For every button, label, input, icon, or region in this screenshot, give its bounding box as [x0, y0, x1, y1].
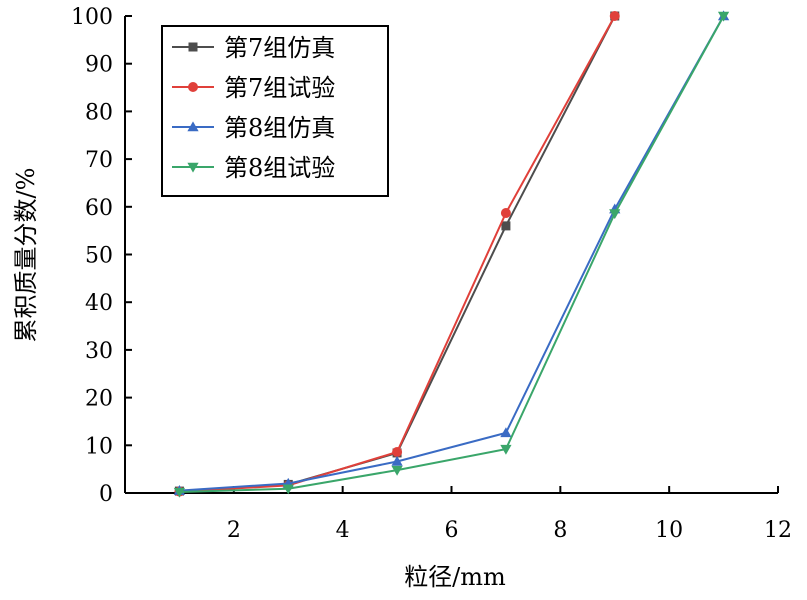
y-axis-title: 累积质量分数/% — [12, 168, 40, 343]
legend-label: 第8组试验 — [224, 154, 335, 182]
x-tick-label: 10 — [655, 518, 683, 543]
x-tick-label: 6 — [445, 518, 459, 543]
x-axis-title: 粒径/mm — [404, 563, 506, 591]
y-tick-label: 100 — [71, 5, 113, 30]
legend-label: 第7组试验 — [224, 74, 335, 102]
data-point-square — [501, 221, 511, 231]
axes: 0 10 20 30 40 50 60 70 80 90 100 2 4 6 8 10 12 — [71, 5, 792, 543]
data-point-circle — [500, 208, 511, 219]
data-point-triangle-down — [391, 465, 403, 476]
y-tick-label: 60 — [85, 196, 113, 221]
x-tick-label: 8 — [553, 518, 567, 543]
data-point-triangle-up — [391, 455, 403, 466]
data-point-triangle-down — [717, 11, 730, 22]
legend-label: 第8组仿真 — [224, 114, 335, 142]
x-tick-label: 2 — [227, 518, 241, 543]
data-point-triangle-up — [500, 427, 512, 438]
data-point-triangle-down — [609, 209, 621, 220]
data-point-circle — [188, 82, 198, 92]
y-tick-label: 90 — [85, 53, 113, 78]
y-tick-label: 70 — [85, 148, 113, 173]
legend-item: 第8组试验 — [172, 154, 335, 182]
plot-area — [173, 10, 730, 498]
series-line — [179, 15, 725, 494]
legend-item: 第7组仿真 — [172, 34, 335, 62]
data-point-square — [188, 42, 198, 52]
data-point-triangle-down — [187, 162, 199, 173]
series-line — [179, 15, 725, 492]
data-point-triangle-down — [500, 444, 512, 455]
data-point-triangle-up — [187, 121, 199, 132]
y-tick-label: 80 — [85, 100, 113, 125]
y-tick-label: 0 — [99, 482, 113, 507]
y-tick-label: 50 — [85, 244, 113, 269]
legend-label: 第7组仿真 — [224, 34, 335, 62]
y-tick-label: 10 — [85, 434, 113, 459]
data-point-triangle-down — [282, 484, 294, 495]
y-tick-label: 30 — [85, 339, 113, 364]
x-tick-label: 4 — [336, 518, 350, 543]
x-tick-label: 12 — [764, 518, 792, 543]
legend-item: 第8组仿真 — [172, 114, 335, 142]
data-point-triangle-down — [173, 487, 186, 498]
data-point-circle — [392, 446, 403, 457]
series-4 — [173, 11, 730, 498]
y-tick-label: 20 — [85, 387, 113, 412]
legend-item: 第7组试验 — [172, 74, 335, 102]
y-tick-label: 40 — [85, 291, 113, 316]
data-point-circle — [609, 11, 620, 21]
